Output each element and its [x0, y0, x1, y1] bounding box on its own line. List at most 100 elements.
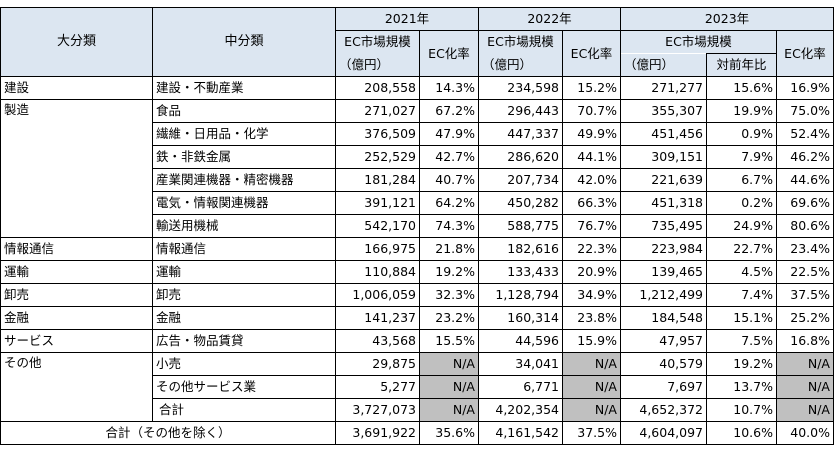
major-category-cell: 金融 [0, 306, 153, 330]
ec-size-2021-cell: 181,284 [335, 168, 420, 192]
table-row: その他サービス業 5,277 N/A 6,771 N/A 7,697 13.7%… [1, 375, 834, 399]
ec-size-2022-cell: 296,443 [478, 99, 563, 123]
ec-size-2021-cell: 166,975 [335, 237, 420, 261]
ec-rate-2023-cell: 23.4% [776, 237, 834, 261]
table-row: サービス 広告・物品賃貸 43,568 15.5% 44,596 15.9% 4… [0, 329, 834, 353]
ec-rate-2022-cell: N/A [562, 375, 621, 399]
ec-size-2022-cell: 182,616 [478, 237, 563, 261]
mid-category-cell: 小売 [152, 352, 336, 376]
grand-total-row: 合計（その他を除く） 3,691,922 35.6% 4,161,542 37.… [0, 421, 834, 445]
ec-rate-2021-cell: 74.3% [419, 214, 479, 238]
ec-size-2023-cell: 221,639 [620, 168, 707, 192]
ec-rate-2022-cell: 49.9% [562, 122, 621, 146]
ec-size-2022-cell: 6,771 [478, 375, 563, 399]
ec-rate-2023-cell: 25.2% [776, 306, 834, 330]
ec-rate-2022-cell: 42.0% [562, 168, 621, 192]
yoy-2023-cell: 13.7% [706, 375, 777, 399]
table-row: 繊維・日用品・化学 376,509 47.9% 447,337 49.9% 45… [1, 122, 834, 146]
ec-rate-2023-cell: 44.6% [776, 168, 834, 192]
total-row: 合計 3,727,073 N/A 4,202,354 N/A 4,652,372… [1, 398, 834, 422]
mid-category-cell: 金融 [152, 306, 336, 330]
ec-rate-2021-cell: N/A [419, 352, 479, 376]
header-major: 大分類 [0, 7, 153, 77]
yoy-2023-cell: 4.5% [706, 260, 777, 284]
grand-total-yoy-2023: 10.6% [706, 421, 777, 445]
ec-rate-2022-cell: 76.7% [562, 214, 621, 238]
ec-rate-2023-cell: 16.9% [776, 76, 834, 100]
ec-size-2023-cell: 184,548 [620, 306, 707, 330]
yoy-2023-cell: 6.7% [706, 168, 777, 192]
mid-category-cell: 建設・不動産業 [152, 76, 336, 100]
ec-size-2022-cell: 447,337 [478, 122, 563, 146]
total-label: 合計 [152, 398, 336, 422]
ec-size-2021-cell: 1,006,059 [335, 283, 420, 307]
ec-rate-2021-cell: 23.2% [419, 306, 479, 330]
total-ec-size-2022: 4,202,354 [478, 398, 563, 422]
yoy-2023-cell: 24.9% [706, 214, 777, 238]
ec-size-2023-cell: 451,318 [620, 191, 707, 215]
ec-size-2021-cell: 271,027 [335, 99, 420, 123]
major-category-cell: 卸売 [0, 283, 153, 307]
header-ec-rate-2021: EC化率 [419, 30, 479, 77]
ec-rate-2023-cell: 80.6% [776, 214, 834, 238]
table-row: 電気・情報関連機器 391,121 64.2% 450,282 66.3% 45… [1, 191, 834, 215]
ec-rate-2021-cell: 21.8% [419, 237, 479, 261]
ec-rate-2022-cell: N/A [562, 352, 621, 376]
ec-size-2022-cell: 207,734 [478, 168, 563, 192]
ec-rate-2022-cell: 20.9% [562, 260, 621, 284]
ec-size-2022-cell: 133,433 [478, 260, 563, 284]
ec-size-2022-cell: 234,598 [478, 76, 563, 100]
grand-total-ec-rate-2023: 40.0% [776, 421, 834, 445]
header-mid: 中分類 [152, 7, 336, 77]
ec-size-2021-cell: 542,170 [335, 214, 420, 238]
ec-rate-2023-cell: N/A [776, 375, 834, 399]
mid-category-cell: 卸売 [152, 283, 336, 307]
grand-total-ec-size-2022: 4,161,542 [478, 421, 563, 445]
ec-rate-2023-cell: 37.5% [776, 283, 834, 307]
header-year-2021: 2021年 [335, 7, 479, 31]
mid-category-cell: その他サービス業 [152, 375, 336, 399]
ec-rate-2021-cell: 47.9% [419, 122, 479, 146]
yoy-2023-cell: 19.9% [706, 99, 777, 123]
major-category-cell: 建設 [0, 76, 153, 100]
ec-rate-2023-cell: 46.2% [776, 145, 834, 169]
yoy-2023-cell: 0.2% [706, 191, 777, 215]
total-ec-rate-2023: N/A [776, 398, 834, 422]
header-unit-2023: （億円） [620, 53, 707, 77]
table-row: 建設 建設・不動産業 208,558 14.3% 234,598 15.2% 2… [0, 76, 834, 100]
ec-rate-2021-cell: 19.2% [419, 260, 479, 284]
ec-size-2021-cell: 252,529 [335, 145, 420, 169]
ec-size-2021-cell: 376,509 [335, 122, 420, 146]
grand-total-ec-size-2023: 4,604,097 [620, 421, 707, 445]
mid-category-cell: 電気・情報関連機器 [152, 191, 336, 215]
major-category-cell: 製造 [0, 99, 153, 238]
yoy-2023-cell: 19.2% [706, 352, 777, 376]
yoy-2023-cell: 15.6% [706, 76, 777, 100]
mid-category-cell: 繊維・日用品・化学 [152, 122, 336, 146]
header-ec-size-2023: EC市場規模 [620, 30, 777, 54]
ec-rate-2022-cell: 23.8% [562, 306, 621, 330]
yoy-2023-cell: 7.9% [706, 145, 777, 169]
yoy-2023-cell: 7.5% [706, 329, 777, 353]
ec-size-2021-cell: 391,121 [335, 191, 420, 215]
table-row: 金融 金融 141,237 23.2% 160,314 23.8% 184,54… [0, 306, 834, 330]
ec-rate-2022-cell: 70.7% [562, 99, 621, 123]
total-ec-rate-2022: N/A [562, 398, 621, 422]
table-row: 情報通信 情報通信 166,975 21.8% 182,616 22.3% 22… [0, 237, 834, 261]
header-unit-2022: （億円） [478, 53, 563, 77]
grand-total-ec-rate-2021: 35.6% [419, 421, 479, 445]
ec-size-2021-cell: 29,875 [335, 352, 420, 376]
major-category-cell: 情報通信 [0, 237, 153, 261]
table-row: 鉄・非鉄金属 252,529 42.7% 286,620 44.1% 309,1… [1, 145, 834, 169]
table-row: その他 小売 29,875 N/A 34,041 N/A 40,579 19.2… [0, 352, 834, 422]
total-ec-size-2021: 3,727,073 [335, 398, 420, 422]
ec-rate-2021-cell: 64.2% [419, 191, 479, 215]
ec-size-2021-cell: 141,237 [335, 306, 420, 330]
ec-rate-2022-cell: 22.3% [562, 237, 621, 261]
grand-total-ec-size-2021: 3,691,922 [335, 421, 420, 445]
mid-category-cell: 食品 [152, 99, 336, 123]
ec-size-2023-cell: 309,151 [620, 145, 707, 169]
mid-category-cell: 広告・物品賃貸 [152, 329, 336, 353]
ec-rate-2023-cell: 16.8% [776, 329, 834, 353]
ec-size-2023-cell: 7,697 [620, 375, 707, 399]
